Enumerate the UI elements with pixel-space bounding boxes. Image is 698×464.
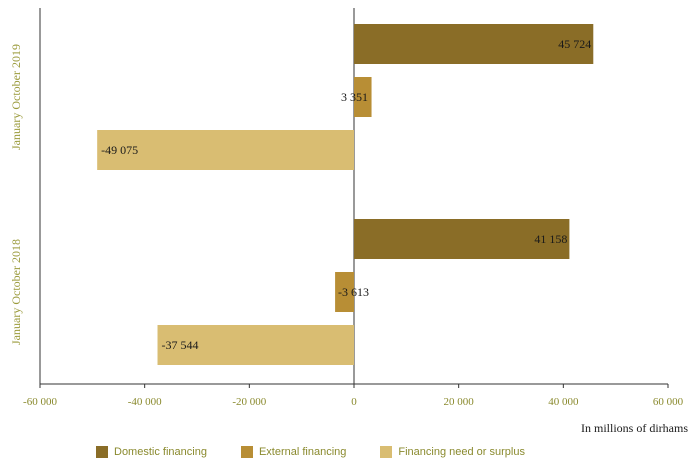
x-tick-label: 0	[351, 396, 357, 408]
legend-swatch-domestic	[96, 446, 108, 458]
legend-item-external: External financing	[240, 446, 347, 458]
x-tick-label: 20 000	[444, 396, 475, 408]
x-ticks: -60 000 -40 000 -20 000 0 20 000 40 000 60 000	[23, 384, 684, 408]
data-label: -3 613	[338, 285, 369, 299]
bar	[354, 219, 570, 259]
legend-label-domestic: Domestic financing	[114, 446, 207, 458]
category-labels: January October 2019 January October 2018	[9, 44, 23, 345]
bar	[157, 325, 354, 365]
bars	[97, 24, 594, 365]
legend-swatch-financing-need	[380, 446, 393, 458]
data-label: 3 351	[341, 90, 368, 104]
category-label: January October 2019	[9, 44, 23, 150]
data-label: 45 724	[558, 37, 591, 51]
bar	[97, 130, 354, 170]
x-tick-label: 60 000	[653, 396, 684, 408]
data-label: -37 544	[162, 338, 199, 352]
category-label: January October 2018	[9, 239, 23, 345]
legend: Domestic financing External financing Fi…	[96, 446, 559, 458]
x-tick-label: -20 000	[232, 396, 266, 408]
data-label: 41 158	[534, 232, 567, 246]
bar	[354, 24, 594, 64]
legend-label-financing-need: Financing need or surplus	[398, 446, 525, 458]
x-tick-label: 40 000	[548, 396, 579, 408]
legend-item-financing-need: Financing need or surplus	[380, 446, 525, 458]
x-tick-label: -40 000	[128, 396, 162, 408]
x-tick-label: -60 000	[23, 396, 57, 408]
bar	[354, 77, 372, 117]
x-axis-title: In millions of dirhams	[581, 421, 688, 435]
legend-item-domestic: Domestic financing	[96, 446, 207, 458]
legend-swatch-external	[240, 446, 253, 458]
data-label: -49 075	[101, 143, 138, 157]
data-labels: 45 724 3 351 -49 075 41 158 -3 613 -37 544	[101, 37, 591, 352]
legend-label-external: External financing	[258, 446, 347, 458]
bar	[335, 272, 354, 312]
